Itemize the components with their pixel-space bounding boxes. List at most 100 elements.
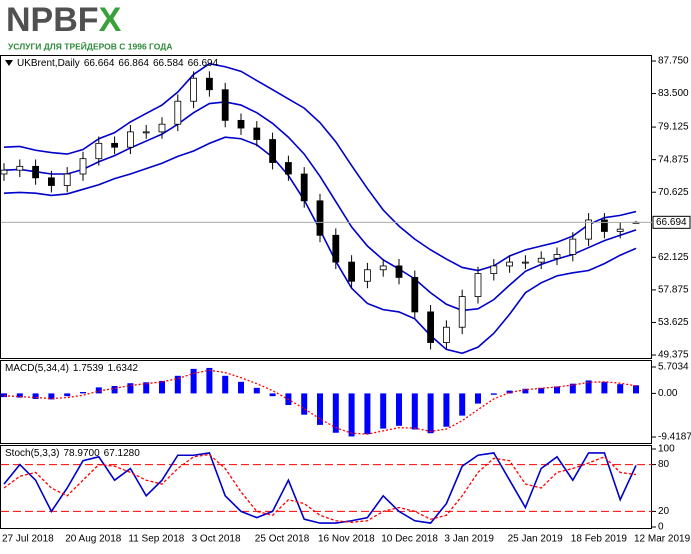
candle-body [48,177,55,186]
histogram-bar [159,380,165,394]
histogram-bar [48,393,55,400]
histogram-bar [585,380,592,394]
y-tick-label: 100 [658,444,675,455]
y-tick-label: 79.125 [658,122,689,133]
candle-body [190,77,198,102]
histogram-bar [396,393,402,426]
stoch-value: 67.1280 [104,448,141,459]
candle-body [111,142,118,148]
histogram-bar [617,384,624,394]
candle-body [205,77,213,91]
candle-body [237,119,245,129]
histogram-bar [269,393,276,397]
y-tick-label: 87.750 [658,56,689,67]
histogram-bar [348,393,355,437]
histogram-bar [95,387,102,394]
histogram-bar [222,375,229,394]
symbol-marker [5,60,13,66]
candle-body [442,326,450,343]
current-price-box [652,215,691,229]
candle-body [95,142,103,160]
histogram-bar [238,381,244,394]
histogram-bar [538,387,545,394]
y-tick-label: 74.875 [658,154,689,165]
panel-frames [0,55,652,529]
y-tick-label: -9.4187 [658,432,691,443]
line [3,452,637,524]
histogram-bar [317,393,323,425]
histogram-bar [16,393,23,398]
x-tick-label: 20 Aug 2018 [65,534,122,545]
candle-body [158,123,166,133]
candle-body [269,139,277,163]
histogram-bar [253,387,260,394]
header-close: 66.694 [188,58,219,69]
candle-body [474,273,482,297]
histogram-bar [127,383,134,394]
candle-body [174,100,182,125]
histogram-bar [506,390,513,394]
histogram-bar [111,385,118,394]
logo-brand-x: X [99,1,122,39]
candle-body [284,162,292,175]
histogram-bar [32,393,39,399]
histogram-bar [443,393,450,427]
histogram-bar [64,393,71,397]
candle-body [348,261,356,282]
line [3,101,637,312]
x-tick-label: 25 Jan 2019 [508,534,563,545]
x-tick-label: 25 Oct 2018 [255,534,310,545]
histogram-bar [633,385,639,394]
x-tick-label: 12 Mar 2019 [634,534,691,545]
y-tick-label: 20 [658,506,670,517]
candle-body [616,228,624,232]
x-tick-label: 10 Dec 2018 [381,534,438,545]
candle-body [16,165,24,171]
candle-body [316,200,324,236]
candle-body [585,219,592,240]
histogram-bar [80,392,86,394]
candle-body [253,127,261,140]
y-tick-label: 83.500 [658,88,689,99]
candle-body [601,219,608,232]
histogram-bar [1,393,7,398]
candle-body [32,165,39,179]
macd-title: MACD(5,34,4) [5,363,69,374]
candle-body [300,173,308,202]
y-tick-label: 57.875 [658,285,689,296]
logo: NPBFX [6,1,122,39]
candle-body [379,265,387,271]
candle-body [363,269,371,282]
x-tick-label: 18 Feb 2019 [571,534,628,545]
x-tick-label: 3 Jan 2019 [444,534,494,545]
histogram-bar [601,381,608,394]
symbol: UKBrent,Daily [17,58,80,69]
y-tick-label: 49.375 [658,350,689,361]
candle-body [332,234,340,263]
x-tick-label: 3 Oct 2018 [192,534,241,545]
candle-body [63,173,71,186]
y-tick-label: 0 [658,522,664,533]
histogram-bar [569,383,576,394]
candle-body [458,296,466,328]
logo-tagline: УСЛУГИ ДЛЯ ТРЕЙДЕРОВ С 1996 ГОДА [8,40,172,51]
candle-body [0,169,8,175]
histogram-bar [190,368,197,394]
candle-body [427,311,435,343]
histogram-bar [475,393,481,404]
histogram-bar [206,367,213,394]
histogram-bar [364,393,371,435]
stoch-value: 78.9700 [63,448,100,459]
y-tick-label: 5.7034 [658,362,689,373]
y-tick-label: 53.625 [658,317,689,328]
macd-header: MACD(5,34,4) 1.7539 1.6342 [5,363,139,374]
y-tick-label: 70.625 [658,187,689,198]
x-tick-label: 16 Nov 2018 [318,534,375,545]
stoch-header: Stoch(5,3,3) 78.9700 67.1280 [5,448,140,459]
macd-value: 1.7539 [73,363,104,374]
histogram-bar [380,393,387,429]
histogram-bar [522,388,529,394]
header-high: 66.864 [118,58,149,69]
